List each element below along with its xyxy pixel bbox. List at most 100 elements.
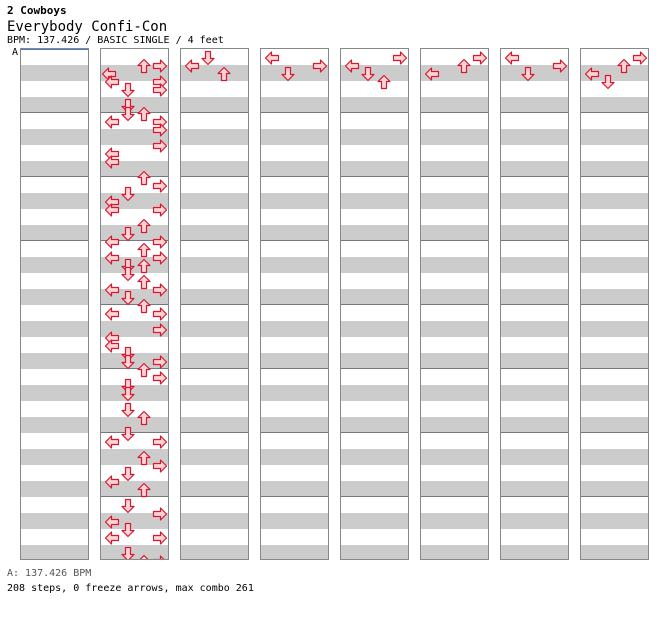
step-arrow-up <box>137 298 151 314</box>
step-arrow-down <box>121 106 135 122</box>
measure-divider <box>501 304 568 305</box>
step-arrow-left <box>104 115 120 129</box>
step-arrow-left <box>104 339 120 353</box>
measure-divider <box>101 432 168 433</box>
measure-divider <box>341 176 408 177</box>
step-arrow-down <box>121 426 135 442</box>
step-arrow-left <box>104 283 120 297</box>
step-arrow-up <box>137 106 151 122</box>
measure-divider <box>101 240 168 241</box>
step-arrow-right <box>152 459 168 473</box>
step-arrow-left <box>104 515 120 529</box>
step-arrow-left <box>504 51 520 65</box>
measure-divider <box>261 304 328 305</box>
measure-divider <box>21 176 88 177</box>
measure-divider <box>421 432 488 433</box>
chart-column <box>180 48 249 560</box>
step-arrow-right <box>152 323 168 337</box>
step-arrow-down <box>121 290 135 306</box>
chart-info: BPM: 137.426 / BASIC SINGLE / 4 feet <box>7 35 224 46</box>
steps-summary: 208 steps, 0 freeze arrows, max combo 26… <box>7 583 254 594</box>
step-arrow-up <box>137 450 151 466</box>
step-arrow-left <box>104 531 120 545</box>
step-arrow-left <box>104 435 120 449</box>
step-arrow-down <box>121 522 135 538</box>
step-arrow-down <box>121 266 135 282</box>
step-arrow-left <box>264 51 280 65</box>
measure-divider <box>501 496 568 497</box>
step-arrow-down <box>121 498 135 514</box>
step-arrow-up <box>137 554 151 559</box>
measure-divider <box>341 432 408 433</box>
chart-column <box>340 48 409 560</box>
step-arrow-up <box>137 218 151 234</box>
measure-divider <box>181 304 248 305</box>
measure-divider <box>581 112 648 113</box>
song-title: Everybody Confi-Con <box>7 19 168 35</box>
measure-divider <box>341 240 408 241</box>
step-arrow-up <box>137 362 151 378</box>
step-arrow-right <box>152 531 168 545</box>
step-arrow-right <box>152 235 168 249</box>
step-arrow-down <box>121 354 135 370</box>
chart-column <box>580 48 649 560</box>
step-arrow-right <box>152 251 168 265</box>
step-arrow-right <box>152 59 168 73</box>
measure-divider <box>501 368 568 369</box>
measure-divider <box>501 112 568 113</box>
measure-divider <box>581 304 648 305</box>
measure-divider <box>181 240 248 241</box>
step-arrow-down <box>121 466 135 482</box>
step-arrow-down <box>121 546 135 559</box>
measure-divider <box>341 112 408 113</box>
measure-divider <box>261 368 328 369</box>
step-arrow-up <box>137 170 151 186</box>
step-arrow-right <box>153 555 165 559</box>
step-arrow-down <box>121 402 135 418</box>
step-arrow-right <box>392 51 408 65</box>
step-arrow-down <box>121 82 135 98</box>
step-arrow-right <box>152 179 168 193</box>
measure-divider <box>261 240 328 241</box>
chart-column <box>260 48 329 560</box>
step-arrow-left <box>104 475 120 489</box>
step-arrow-right <box>152 283 168 297</box>
step-arrow-left <box>104 307 120 321</box>
step-arrow-right <box>152 355 168 369</box>
measure-divider <box>581 496 648 497</box>
step-arrow-down <box>121 186 135 202</box>
measure-divider <box>181 112 248 113</box>
step-arrow-left <box>104 155 120 169</box>
step-arrow-right <box>152 507 168 521</box>
measure-divider <box>581 432 648 433</box>
step-arrow-right <box>552 59 568 73</box>
step-arrow-right <box>152 83 168 97</box>
measure-divider <box>581 176 648 177</box>
step-arrow-right <box>312 59 328 73</box>
step-arrow-left <box>104 203 120 217</box>
measure-divider <box>421 112 488 113</box>
step-arrow-left <box>344 59 360 73</box>
measure-divider <box>21 240 88 241</box>
step-arrow-down <box>601 74 615 90</box>
measure-divider <box>501 240 568 241</box>
step-arrow-down <box>281 66 295 82</box>
step-arrow-right <box>152 203 168 217</box>
measure-divider <box>101 496 168 497</box>
step-arrow-up <box>617 58 631 74</box>
song-artist: 2 Cowboys <box>7 4 67 17</box>
step-arrow-up <box>137 58 151 74</box>
step-arrow-left <box>184 59 200 73</box>
measure-divider <box>181 432 248 433</box>
step-arrow-up <box>217 66 231 82</box>
measure-divider <box>181 176 248 177</box>
step-arrow-up <box>137 274 151 290</box>
step-arrow-right <box>152 139 168 153</box>
measure-divider <box>181 368 248 369</box>
measure-divider <box>421 176 488 177</box>
chart-column <box>500 48 569 560</box>
step-arrow-left <box>104 75 120 89</box>
measure-divider <box>101 112 168 113</box>
step-arrow-right <box>152 307 168 321</box>
step-arrow-down <box>121 226 135 242</box>
